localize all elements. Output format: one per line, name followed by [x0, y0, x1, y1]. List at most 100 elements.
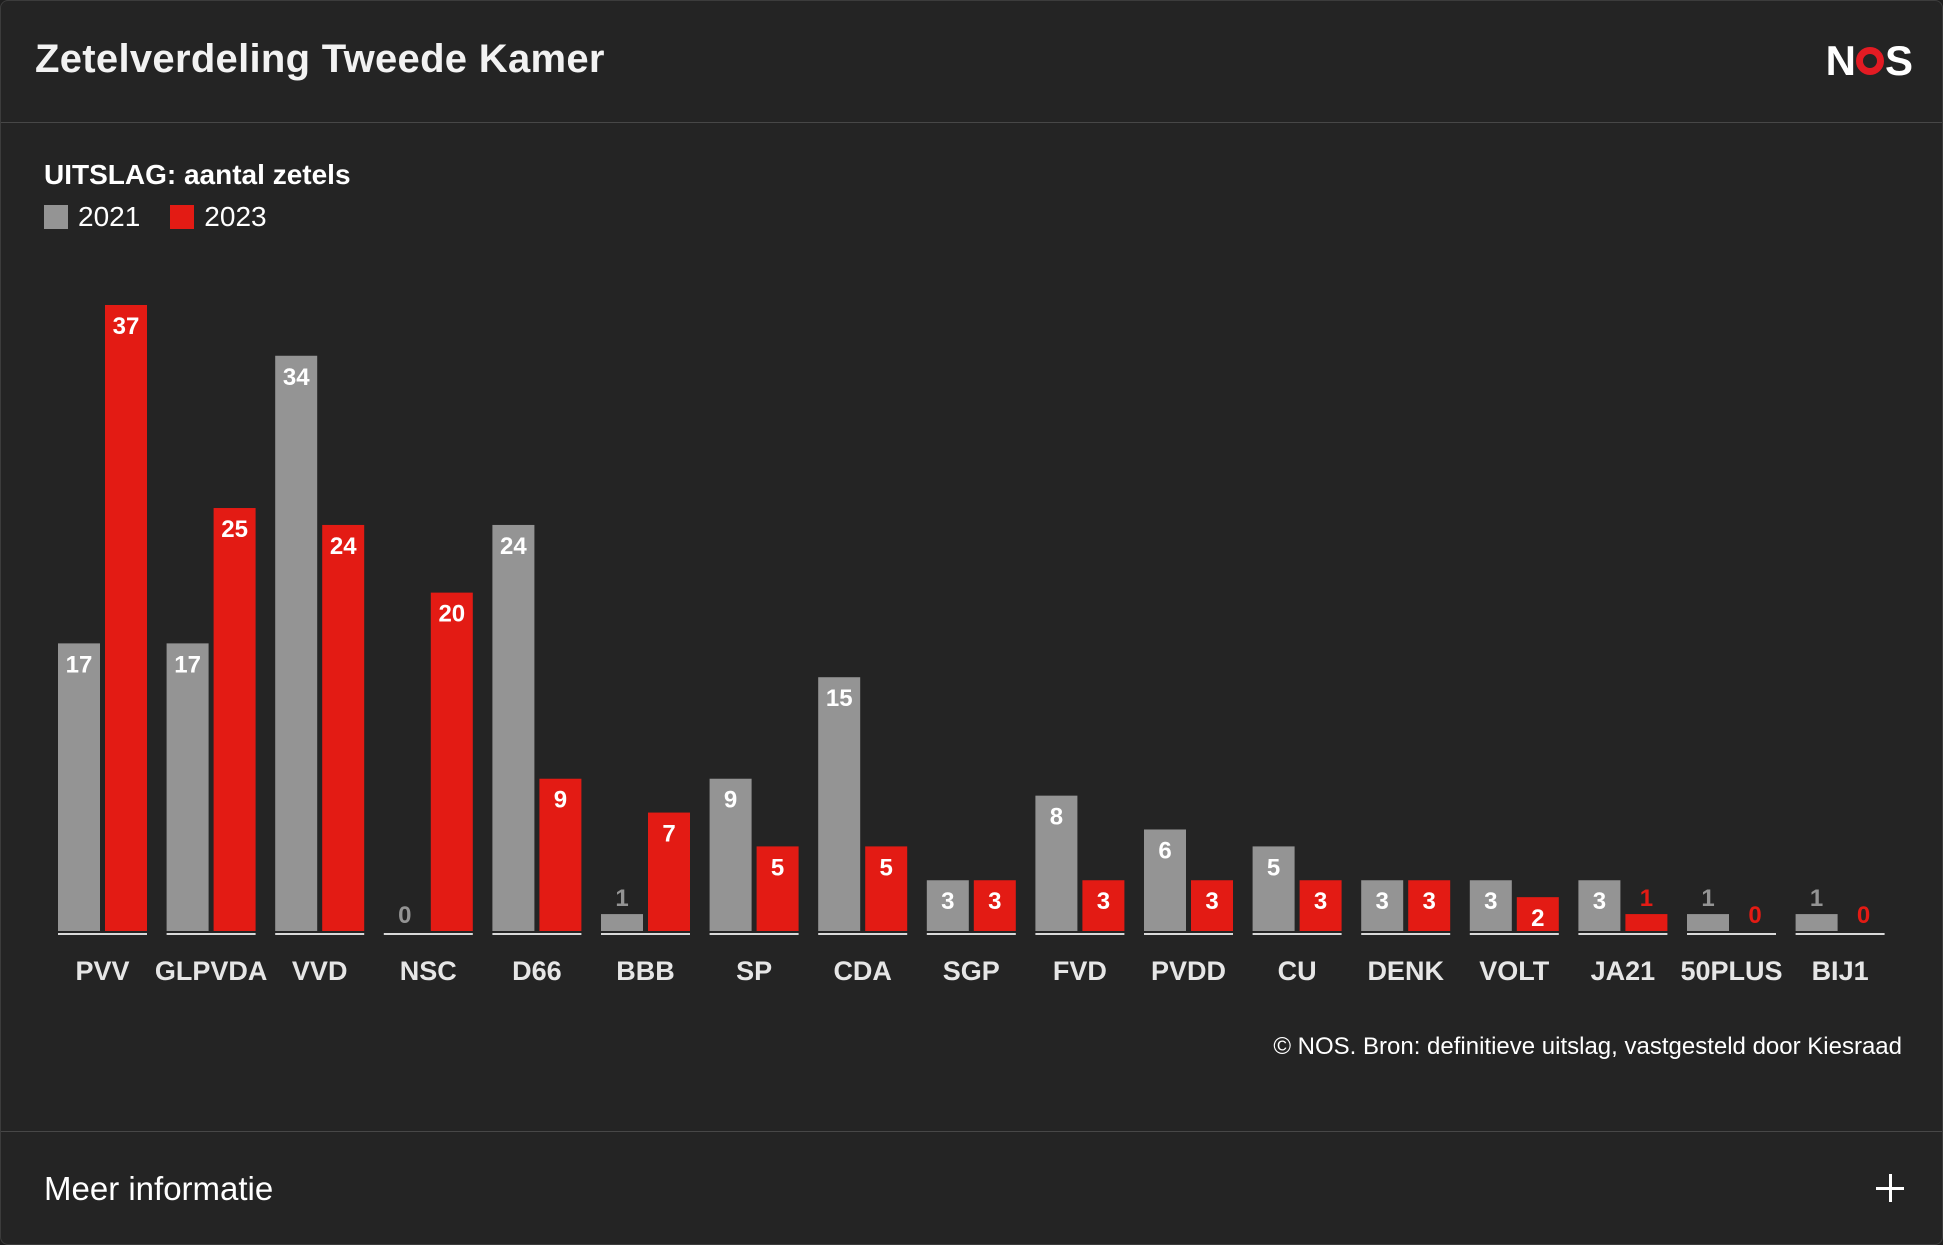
value-label-cda-2021: 15 — [826, 685, 853, 712]
source-note: © NOS. Bron: definitieve uitslag, vastge… — [1273, 1033, 1902, 1060]
bar-denk-2021 — [1361, 880, 1404, 931]
bar-bbb-2023 — [648, 812, 690, 931]
bar-glpvda-2021 — [166, 643, 209, 931]
logo-letter-n: N — [1825, 37, 1856, 84]
category-label-bbb: BBB — [616, 956, 675, 986]
nos-logo: N S — [1825, 37, 1913, 84]
value-label-denk-2021: 3 — [1376, 888, 1389, 915]
category-label-bij1: BIJ1 — [1812, 956, 1869, 986]
value-label-bbb-2021: 1 — [615, 885, 628, 912]
baseline-sp — [709, 933, 799, 935]
baseline-fvd — [1035, 933, 1125, 935]
value-label-nsc-2021: 0 — [398, 902, 411, 929]
value-label-fvd-2021: 8 — [1050, 804, 1063, 831]
baseline-bij1 — [1795, 933, 1885, 935]
bar-sp-2023 — [756, 846, 799, 931]
value-label-denk-2023: 3 — [1423, 888, 1436, 915]
category-label-denk: DENK — [1367, 956, 1444, 986]
logo-letter-s: S — [1884, 37, 1913, 84]
category-label-pvdd: PVDD — [1151, 956, 1226, 986]
baseline-volt — [1469, 933, 1559, 935]
bar-d66-2021 — [492, 524, 535, 931]
bar-volt-2023 — [1516, 897, 1559, 931]
baseline-50plus — [1687, 933, 1776, 935]
value-label-fvd-2023: 3 — [1097, 888, 1110, 915]
value-label-50plus-2021: 1 — [1701, 885, 1714, 912]
value-label-ja21-2023: 1 — [1640, 885, 1653, 912]
value-label-sgp-2021: 3 — [941, 888, 954, 915]
value-label-nsc-2023: 20 — [438, 601, 465, 628]
more-info-label: Meer informatie — [44, 1170, 274, 1207]
legend-swatch-2021 — [44, 205, 68, 229]
value-label-glpvda-2021: 17 — [174, 651, 201, 678]
bar-bbb-2021 — [601, 914, 643, 931]
value-label-ja21-2021: 3 — [1593, 888, 1606, 915]
bar-pvdd-2021 — [1144, 829, 1186, 931]
category-label-cu: CU — [1278, 956, 1317, 986]
baseline-cda — [818, 933, 908, 935]
legend-item-2021: 2021 — [44, 201, 140, 233]
category-label-cda: CDA — [833, 956, 892, 986]
bar-bij1-2021 — [1795, 914, 1838, 931]
bar-sp-2021 — [709, 778, 752, 931]
category-label-vvd: VVD — [292, 956, 348, 986]
bar-cu-2021 — [1252, 846, 1295, 931]
baseline-ja21 — [1578, 933, 1668, 935]
legend-item-2023: 2023 — [170, 201, 267, 233]
bar-d66-2023 — [539, 778, 582, 931]
bar-cu-2023 — [1299, 880, 1342, 931]
baseline-nsc — [383, 933, 473, 935]
bar-glpvda-2023 — [213, 508, 256, 931]
bar-ja21-2023 — [1625, 914, 1668, 931]
bar-fvd-2023 — [1082, 880, 1125, 931]
category-label-ja21: JA21 — [1591, 956, 1656, 986]
value-label-d66-2021: 24 — [500, 533, 527, 560]
bar-volt-2021 — [1469, 880, 1512, 931]
bar-fvd-2021 — [1035, 795, 1078, 931]
bar-pvdd-2023 — [1191, 880, 1233, 931]
value-label-bbb-2023: 7 — [662, 821, 675, 848]
category-label-volt: VOLT — [1479, 956, 1549, 986]
value-label-cu-2023: 3 — [1314, 888, 1327, 915]
value-label-d66-2023: 9 — [554, 787, 567, 814]
bar-vvd-2021 — [275, 355, 318, 932]
bar-cda-2023 — [865, 846, 908, 931]
baseline-d66 — [492, 933, 582, 935]
baseline-glpvda — [166, 933, 256, 935]
value-label-cda-2023: 5 — [880, 854, 893, 881]
value-label-bij1-2021: 1 — [1810, 885, 1823, 912]
value-label-sgp-2023: 3 — [988, 888, 1001, 915]
value-label-pvdd-2023: 3 — [1205, 888, 1218, 915]
legend-label-2023: 2023 — [204, 201, 267, 232]
baseline-denk — [1361, 933, 1451, 935]
more-info-row[interactable]: Meer informatie — [1, 1131, 1942, 1244]
card-header: Zetelverdeling Tweede Kamer N S — [1, 1, 1942, 123]
value-label-cu-2021: 5 — [1267, 854, 1280, 881]
category-label-glpvda: GLPVDA — [155, 956, 268, 986]
bar-cda-2021 — [818, 677, 861, 931]
baseline-cu — [1252, 933, 1342, 935]
page-title: Zetelverdeling Tweede Kamer — [35, 37, 605, 81]
bar-chart: 1737PVV1725GLPVDA3424VVD020NSC249D6617BB… — [58, 305, 1885, 986]
bar-denk-2023 — [1408, 880, 1451, 931]
category-label-sgp: SGP — [943, 956, 1000, 986]
legend-swatch-2023 — [170, 205, 195, 229]
baseline-bbb — [601, 933, 690, 935]
value-label-glpvda-2023: 25 — [221, 516, 248, 543]
value-label-sp-2021: 9 — [724, 787, 737, 814]
value-label-pvv-2023: 37 — [113, 313, 140, 340]
bar-pvv-2021 — [58, 643, 100, 931]
category-label-pvv: PVV — [75, 956, 129, 986]
category-label-nsc: NSC — [400, 956, 457, 986]
value-label-volt-2021: 3 — [1484, 888, 1497, 915]
plus-icon[interactable] — [1876, 1174, 1904, 1202]
bar-sgp-2023 — [973, 880, 1016, 931]
value-label-50plus-2023: 0 — [1748, 902, 1761, 929]
legend-label-2021: 2021 — [78, 201, 141, 232]
baseline-sgp — [926, 933, 1016, 935]
category-label-d66: D66 — [512, 956, 562, 986]
value-label-vvd-2021: 34 — [283, 364, 310, 391]
bar-pvv-2023 — [105, 305, 147, 931]
bar-vvd-2023 — [322, 524, 365, 931]
